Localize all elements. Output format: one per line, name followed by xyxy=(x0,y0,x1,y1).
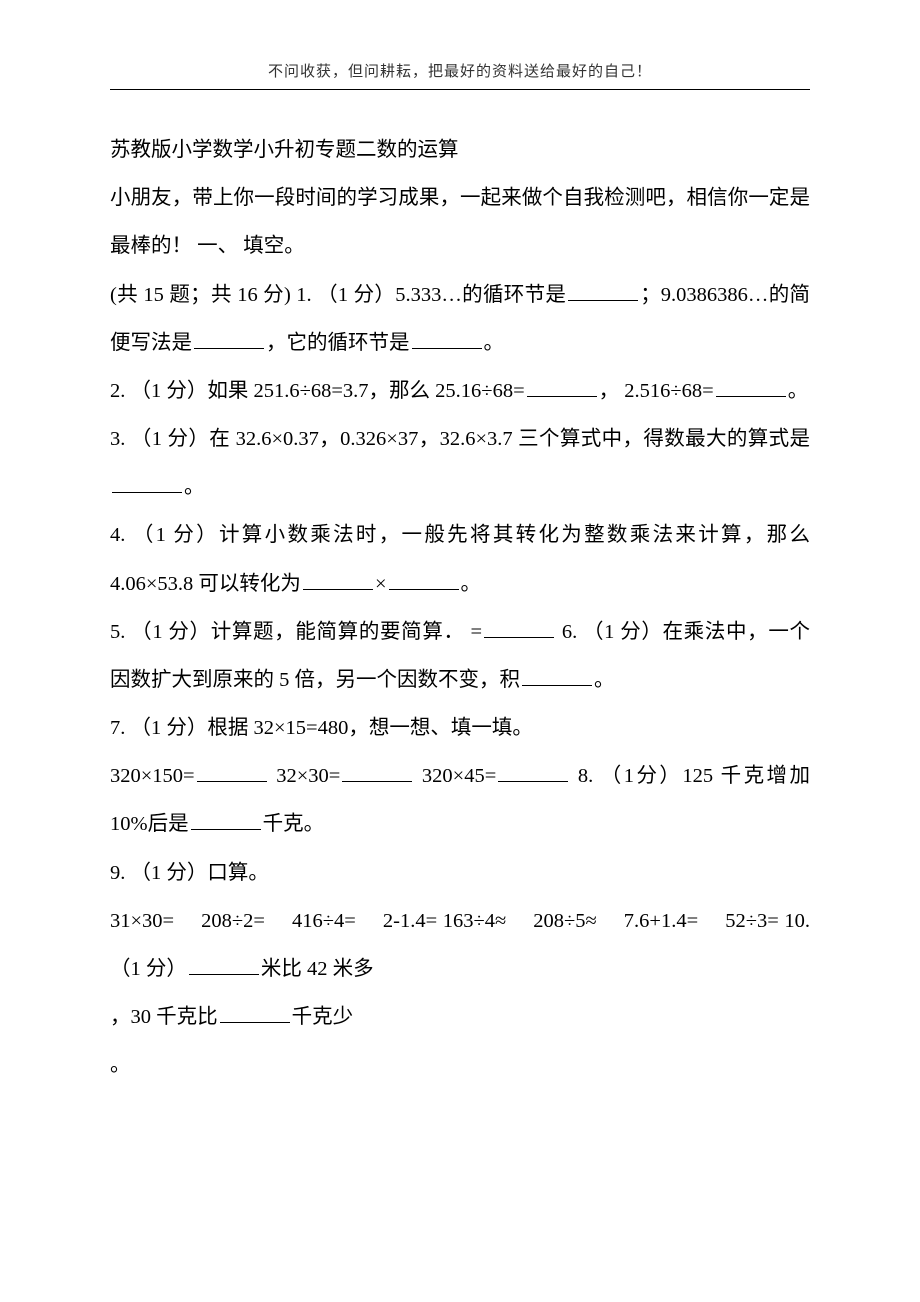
q10-part-b: 千克少 xyxy=(292,1006,354,1028)
q3-part-a: 3. （1 分）在 32.6×0.37，0.326×37，32.6×3.7 三个… xyxy=(110,428,810,450)
q4-part-b: × xyxy=(375,573,387,595)
blank-q2-1 xyxy=(527,376,597,397)
blank-q10-1 xyxy=(189,954,259,975)
q10-part-a: ，30 千克比 xyxy=(110,1006,218,1028)
q6-period: 。 xyxy=(594,669,615,691)
header-motto: 不问收获，但问耕耘，把最好的资料送给最好的自己！ xyxy=(110,60,810,81)
blank-q7-2 xyxy=(342,762,412,783)
q5-part-a: 5. （1 分）计算题，能简算的要简算． = xyxy=(110,621,482,643)
blank-q2-2 xyxy=(716,376,786,397)
q2-part-b: ， 2.516÷68= xyxy=(599,380,714,402)
q2-part-a: 2. （1 分）如果 251.6÷68=3.7，那么 25.16÷68= xyxy=(110,380,525,402)
blank-q1-3 xyxy=(412,328,482,349)
q7-part-b: 320×150= xyxy=(110,765,195,787)
blank-q5-1 xyxy=(484,617,554,638)
final-period: 。 xyxy=(110,1054,131,1076)
q1-period: 。 xyxy=(484,332,505,354)
blank-q6-1 xyxy=(522,665,592,686)
header-divider xyxy=(110,89,810,90)
q7-part-d: 320×45= xyxy=(414,765,496,787)
q1-part-c: ，它的循环节是 xyxy=(266,332,410,354)
doc-intro: 小朋友，带上你一段时间的学习成果，一起来做个自我检测吧，相信你一定是最棒的！ 一… xyxy=(110,187,810,257)
q7-part-c: 32×30= xyxy=(269,765,341,787)
q9-body-b: 米比 42 米多 xyxy=(261,958,374,980)
blank-q8-1 xyxy=(191,810,261,831)
blank-q10-2 xyxy=(220,1003,290,1024)
blank-q3-1 xyxy=(112,473,182,494)
q7-part-a: 7. （1 分）根据 32×15=480，想一想、填一填。 xyxy=(110,717,533,739)
blank-q4-2 xyxy=(389,569,459,590)
q2-period: 。 xyxy=(788,380,809,402)
blank-q7-1 xyxy=(197,762,267,783)
blank-q4-1 xyxy=(303,569,373,590)
doc-title: 苏教版小学数学小升初专题二数的运算 xyxy=(110,139,459,161)
blank-q1-1 xyxy=(568,280,638,301)
blank-q1-2 xyxy=(194,328,264,349)
q3-period: 。 xyxy=(184,476,205,498)
blank-q7-3 xyxy=(498,762,568,783)
q8-part-b: 千克。 xyxy=(263,813,325,835)
q4-period: 。 xyxy=(461,573,482,595)
document-body: 苏教版小学数学小升初专题二数的运算 小朋友，带上你一段时间的学习成果，一起来做个… xyxy=(110,126,810,1089)
q1-part-a: (共 15 题；共 16 分) 1. （1 分）5.333…的循环节是 xyxy=(110,284,566,306)
q9-title: 9. （1 分）口算。 xyxy=(110,862,269,884)
page-container: 不问收获，但问耕耘，把最好的资料送给最好的自己！ 苏教版小学数学小升初专题二数的… xyxy=(0,0,920,1302)
